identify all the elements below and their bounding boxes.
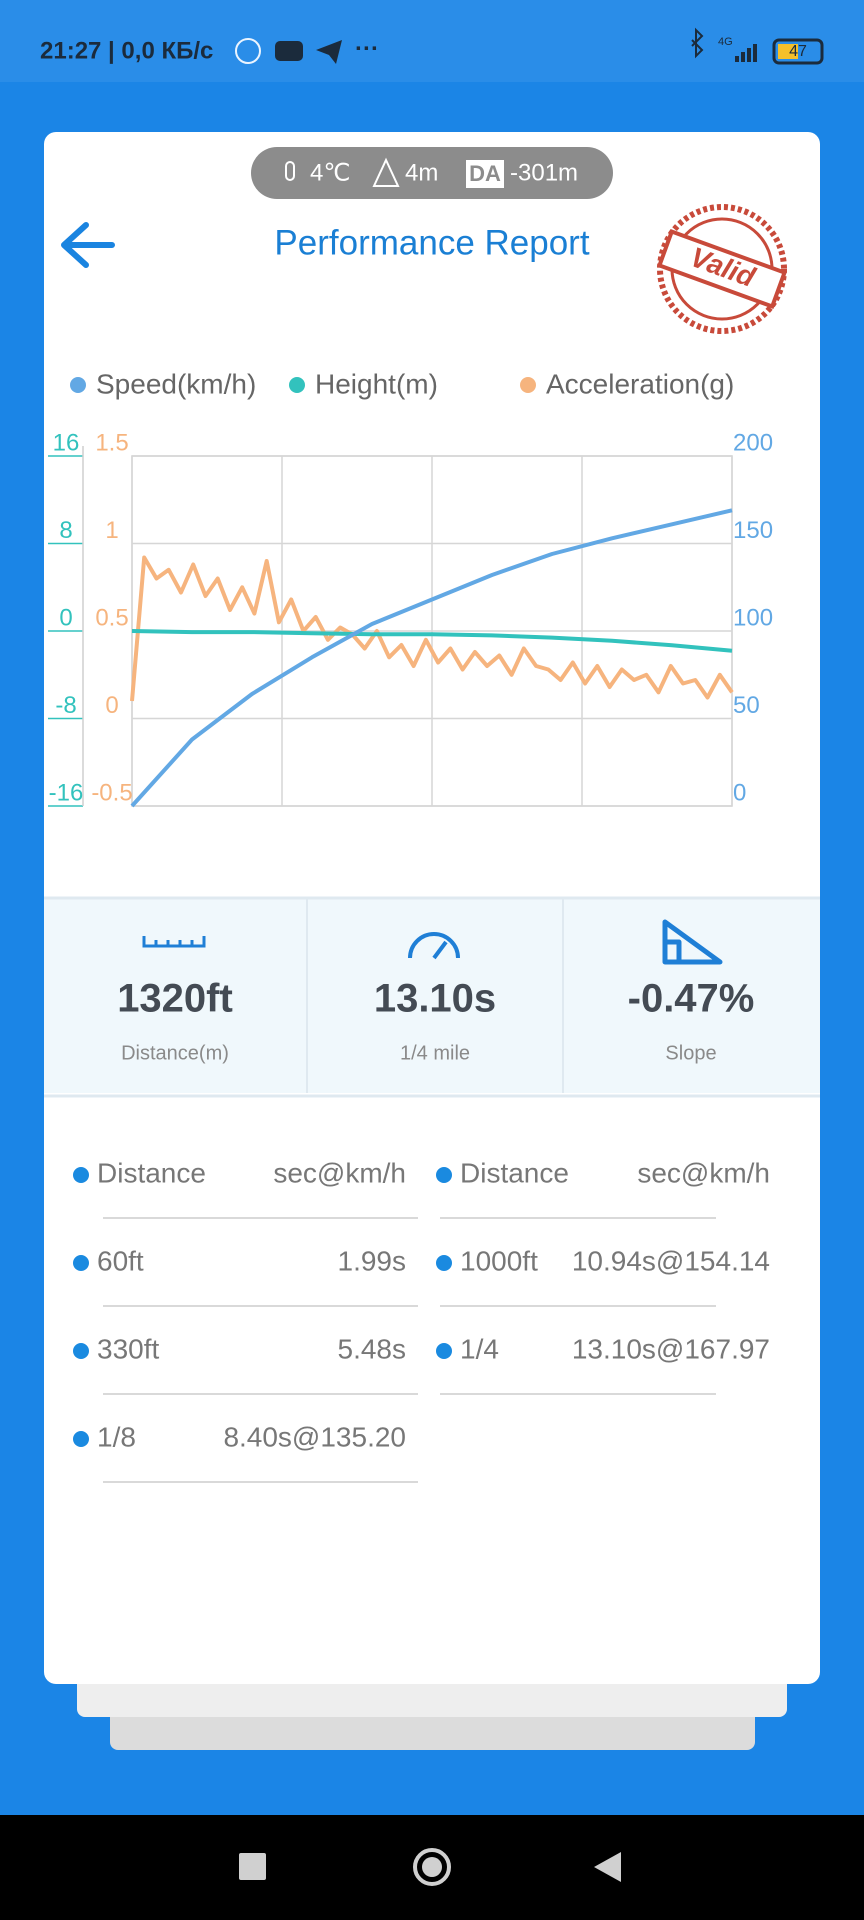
cell-time: 13.10s@167.97 (572, 1333, 770, 1364)
back-nav-button[interactable] (594, 1852, 621, 1882)
summary-panel (44, 897, 820, 1093)
signal-icon (735, 44, 757, 62)
altitude: 4m (405, 159, 438, 186)
conditions-pill (251, 147, 613, 199)
cell-distance: 60ft (97, 1245, 144, 1276)
cell-distance: Distance (460, 1157, 569, 1188)
row-bullet (436, 1343, 452, 1359)
thermometer-icon (285, 161, 295, 181)
recents-button[interactable] (239, 1853, 266, 1880)
legend-label: Acceleration(g) (546, 368, 734, 399)
cell-time: sec@km/h (273, 1157, 406, 1188)
da-label: DA (469, 161, 501, 186)
legend-label: Speed(km/h) (96, 368, 256, 399)
app-icon (275, 41, 303, 61)
y3-tick-label: 0.5 (95, 604, 128, 631)
back-button[interactable] (61, 222, 115, 268)
y-tick-label: 150 (733, 517, 773, 544)
summary-label: Distance(m) (121, 1042, 229, 1064)
y2-tick-label: -8 (55, 692, 76, 719)
cell-time: 1.99s (338, 1245, 407, 1276)
page-title: Performance Report (274, 223, 589, 262)
stamp-ring (657, 204, 787, 334)
row-bullet (436, 1167, 452, 1183)
summary-label: Slope (665, 1042, 716, 1064)
y2-tick-label: 8 (59, 517, 72, 544)
series-line (130, 508, 733, 808)
legend-swatch (520, 377, 536, 393)
series-line (130, 555, 734, 702)
cell-time: sec@km/h (637, 1157, 770, 1188)
cell-time: 5.48s (338, 1333, 407, 1364)
row-bullet (436, 1255, 452, 1271)
ruler-icon (142, 936, 206, 948)
app-icon (316, 40, 342, 64)
battery-level (778, 44, 798, 59)
y3-tick-label: 1.5 (95, 429, 128, 456)
y-tick-label: 50 (733, 692, 760, 719)
y2-tick-label: 0 (59, 604, 72, 631)
cell-distance: 1000ft (460, 1245, 538, 1276)
summary-value: 1320ft (117, 977, 233, 1021)
y-tick-label: 100 (733, 604, 773, 631)
density-altitude: -301m (510, 159, 578, 186)
y-tick-label: 0 (733, 779, 746, 806)
row-bullet (73, 1431, 89, 1447)
more-icon: ··· (355, 35, 379, 62)
stamp-band (656, 229, 788, 309)
home-button-inner (422, 1857, 442, 1877)
y3-tick-label: 1 (105, 517, 118, 544)
summary-value: 13.10s (374, 977, 496, 1021)
cell-time: 10.94s@154.14 (572, 1245, 770, 1276)
summary-label: 1/4 mile (400, 1042, 470, 1064)
gauge-icon (408, 932, 460, 959)
cell-distance: 330ft (97, 1333, 159, 1364)
y2-tick-label: -16 (49, 779, 84, 806)
y2-tick-label: 16 (53, 429, 80, 456)
mountain-icon (372, 157, 400, 187)
y3-tick-label: -0.5 (91, 779, 132, 806)
summary-value: -0.47% (628, 977, 755, 1021)
cell-distance: 1/4 (460, 1333, 499, 1364)
cell-distance: Distance (97, 1157, 206, 1188)
row-bullet (73, 1255, 89, 1271)
series-line (131, 629, 733, 653)
y-tick-label: 200 (733, 429, 773, 456)
da-badge (466, 160, 504, 188)
legend-label: Height(m) (315, 368, 438, 399)
slope-icon (662, 919, 723, 965)
battery-icon (772, 38, 824, 65)
cell-time: 8.40s@135.20 (223, 1421, 406, 1452)
status-time: 21:27 | 0,0 КБ/с (40, 37, 213, 64)
legend-swatch (289, 377, 305, 393)
temperature: 4℃ (310, 159, 350, 186)
gauge-needle (432, 940, 448, 960)
legend-swatch (70, 377, 86, 393)
app-icon (235, 38, 261, 64)
bluetooth-icon (691, 27, 704, 59)
y3-tick-label: 0 (105, 692, 118, 719)
row-bullet (73, 1343, 89, 1359)
cell-distance: 1/8 (97, 1421, 136, 1452)
row-bullet (73, 1167, 89, 1183)
status-bar (0, 0, 864, 82)
battery-text: 47 (789, 43, 807, 60)
network-type: 4G (718, 36, 733, 48)
home-button[interactable] (413, 1848, 451, 1886)
